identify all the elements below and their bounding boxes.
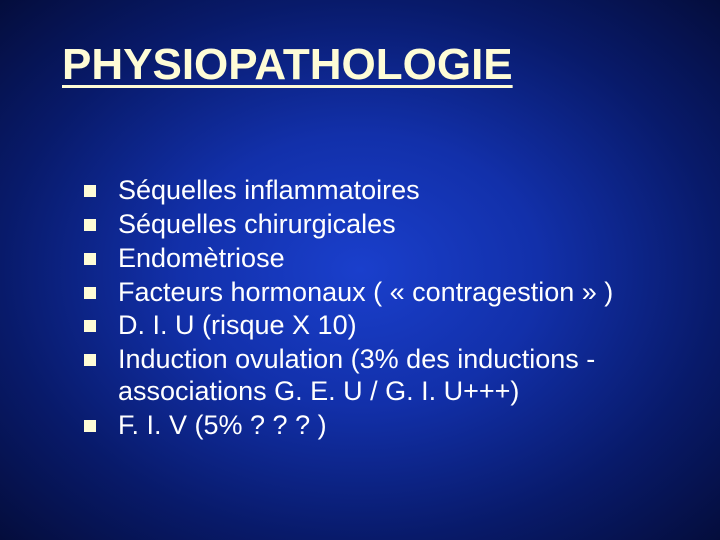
list-item: Séquelles chirurgicales	[84, 209, 674, 241]
square-bullet-icon	[84, 253, 96, 265]
list-item-text: Séquelles chirurgicales	[118, 209, 674, 241]
square-bullet-icon	[84, 320, 96, 332]
list-item: Endomètriose	[84, 243, 674, 275]
list-item: D. I. U (risque X 10)	[84, 310, 674, 342]
list-item: F. I. V (5% ? ? ? )	[84, 410, 674, 442]
slide-body: Séquelles inflammatoiresSéquelles chirur…	[84, 175, 674, 444]
list-item-text: Endomètriose	[118, 243, 674, 275]
square-bullet-icon	[84, 185, 96, 197]
list-item-text: Induction ovulation (3% des inductions -…	[118, 344, 674, 408]
list-item: Induction ovulation (3% des inductions -…	[84, 344, 674, 408]
list-item-text: Séquelles inflammatoires	[118, 175, 674, 207]
list-item: Facteurs hormonaux ( « contragestion » )	[84, 277, 674, 309]
slide: PHYSIOPATHOLOGIE Séquelles inflammatoire…	[0, 0, 720, 540]
list-item-text: F. I. V (5% ? ? ? )	[118, 410, 674, 442]
list-item-text: Facteurs hormonaux ( « contragestion » )	[118, 277, 674, 309]
square-bullet-icon	[84, 287, 96, 299]
slide-title: PHYSIOPATHOLOGIE	[62, 40, 513, 90]
square-bullet-icon	[84, 420, 96, 432]
square-bullet-icon	[84, 219, 96, 231]
square-bullet-icon	[84, 354, 96, 366]
list-item: Séquelles inflammatoires	[84, 175, 674, 207]
list-item-text: D. I. U (risque X 10)	[118, 310, 674, 342]
